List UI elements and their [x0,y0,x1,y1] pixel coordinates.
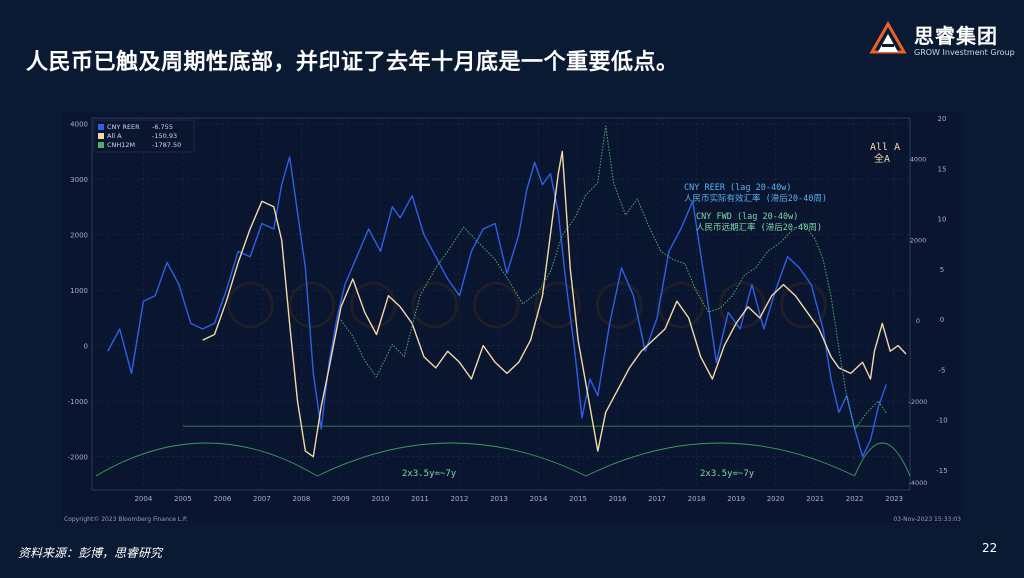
line-chart: 40003000200010000-1000-200020151050-5-10… [64,115,961,523]
legend-swatch [98,133,104,139]
chart-annotation: 2x3.5y=~7y [402,469,457,479]
right-tick-label: 10 [938,216,947,224]
x-tick-label: 2021 [806,495,824,503]
chart-annotation: All A [870,142,900,153]
legend-series-name: CNY REER [107,123,140,131]
x-tick-label: 2015 [569,495,587,503]
right-tick-label: 0 [940,316,944,324]
left-tick-label: 4000 [70,121,88,129]
right-tick-label: -15 [936,467,947,475]
x-tick-label: 2013 [490,495,508,503]
right-tick-label: 20 [938,115,947,123]
data-source: 资料来源：彭博，思睿研究 [18,546,163,560]
right-tick-label: 5 [940,266,944,274]
chart-annotation: CNY REER (lag 20-40w) [684,183,791,193]
legend-series-name: CNH12M [107,141,135,149]
x-tick-label: 2023 [885,495,903,503]
right-tick-label: -10 [936,417,947,425]
company-logo: 思睿集团 GROW Investment Group [868,18,1018,66]
legend-swatch [98,124,104,130]
x-tick-label: 2020 [767,495,785,503]
logo-name: 思睿集团 [914,24,998,48]
cycle-arc [95,442,318,477]
right-inner-tick-label: -2000 [909,398,928,406]
legend-series-value: -1787.50 [152,141,181,149]
left-tick-label: 0 [84,343,88,351]
legend-series-name: All A [107,132,122,140]
cycle-arc [317,442,587,477]
x-tick-label: 2022 [846,495,864,503]
x-tick-label: 2009 [332,495,350,503]
series-line-cnh12m [340,125,887,430]
legend-series-value: -150.93 [152,132,177,140]
left-tick-label: -1000 [68,398,88,406]
legend-swatch [98,142,104,148]
x-tick-label: 2019 [727,495,745,503]
logo-mark-icon [869,20,907,54]
left-tick-label: 1000 [70,287,88,295]
cycle-arc [854,442,911,477]
chart-copyright: Copyright© 2023 Bloomberg Finance L.P. [64,516,188,523]
chart-annotation: 全A [874,152,890,165]
left-tick-label: -2000 [68,454,88,462]
chart-timestamp: 03-Nov-2023 15:33:03 [893,516,961,523]
cycle-arc [585,442,855,477]
right-inner-tick-label: 4000 [910,155,927,163]
right-inner-tick-label: 2000 [910,236,927,244]
chart-annotation: 人民币远期汇率 (滞后20-40周) [696,222,822,233]
x-tick-label: 2018 [688,495,706,503]
right-tick-label: -5 [939,366,946,374]
plot-frame [91,117,911,491]
right-inner-tick-label: 0 [916,317,920,325]
series-line-cny-reer [107,156,887,458]
chart-panel: 4000 3000 2000 1000 0 -1000 -2000 20 15 10 5 0 -5 -10… [62,112,963,523]
series-line-all-a [202,150,907,458]
x-tick-label: 2014 [530,495,548,503]
x-tick-label: 2007 [253,495,271,503]
x-tick-label: 2017 [648,495,666,503]
x-tick-label: 2010 [372,495,390,503]
chart-annotation: 2x3.5y=~7y [700,469,755,479]
right-inner-tick-label: -4000 [909,479,928,487]
slide-title: 人民币已触及周期性底部，并印证了去年十月底是一个重要低点。 [26,50,679,75]
legend-box [93,119,195,153]
chart-annotation: 人民币实际有效汇率 (滞后20-40周) [684,193,827,204]
x-tick-label: 2016 [609,495,627,503]
x-tick-label: 2004 [134,495,152,503]
chart-annotation: CNY FWD (lag 20-40w) [696,212,798,222]
x-tick-label: 2012 [451,495,469,503]
left-tick-label: 2000 [70,232,88,240]
x-tick-label: 2006 [213,495,231,503]
left-tick-label: 3000 [70,176,88,184]
watermark-text: ◯◯◯◯◯◯◯◯◯◯ [225,274,840,329]
logo-subtitle: GROW Investment Group [914,48,1015,57]
page-number: 22 [982,541,998,555]
x-tick-label: 2011 [411,495,429,503]
right-tick-label: 15 [938,165,947,173]
x-tick-label: 2005 [174,495,192,503]
legend-series-value: -6.755 [152,123,173,131]
x-tick-label: 2008 [293,495,311,503]
